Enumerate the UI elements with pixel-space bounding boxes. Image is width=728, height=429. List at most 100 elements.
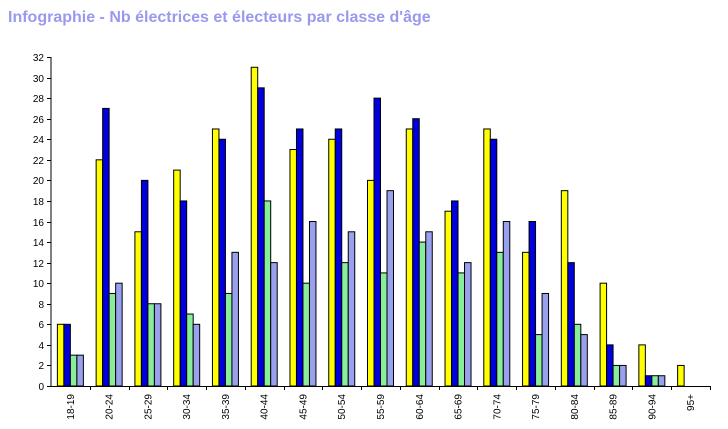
x-tick-label: 55-59 bbox=[376, 394, 387, 420]
bar bbox=[134, 231, 142, 387]
bar bbox=[328, 138, 336, 387]
bars bbox=[56, 66, 685, 387]
x-tick-label: 50-54 bbox=[337, 394, 348, 420]
x-tick-label: 85-89 bbox=[609, 394, 620, 420]
bar bbox=[147, 303, 155, 387]
bar bbox=[173, 169, 181, 387]
bar bbox=[56, 323, 65, 387]
bar bbox=[341, 262, 349, 387]
x-tick-label: 90-94 bbox=[647, 394, 658, 420]
bar bbox=[270, 262, 278, 387]
bar bbox=[224, 292, 233, 387]
x-tick-label: 30-34 bbox=[182, 394, 193, 420]
x-axis: 18-19 20-24 25-29 30-34 35-39 40-44 45-49 50-54… bbox=[51, 386, 711, 420]
x-tick-label: 80-84 bbox=[570, 394, 581, 420]
y-tick-label: 16 bbox=[33, 218, 45, 229]
bar bbox=[535, 334, 543, 387]
bar bbox=[483, 128, 491, 387]
bar bbox=[522, 251, 530, 387]
bar bbox=[380, 272, 388, 387]
bar bbox=[95, 159, 104, 387]
bar bbox=[412, 118, 420, 387]
y-tick-label: 32 bbox=[33, 53, 45, 64]
bar bbox=[418, 241, 427, 387]
bar bbox=[257, 87, 265, 387]
x-tick-label: 18-19 bbox=[66, 394, 77, 420]
bar bbox=[347, 231, 356, 387]
bar bbox=[502, 221, 511, 387]
y-tick-label: 8 bbox=[38, 300, 44, 311]
bar bbox=[573, 323, 582, 387]
y-tick-label: 14 bbox=[33, 238, 45, 249]
bar bbox=[250, 66, 259, 387]
bar bbox=[186, 313, 194, 387]
y-tick-label: 18 bbox=[33, 197, 45, 208]
bar bbox=[102, 107, 110, 387]
bar bbox=[263, 200, 272, 387]
y-tick-label: 24 bbox=[33, 135, 45, 146]
y-tick-label: 10 bbox=[33, 279, 45, 290]
chart-title: Infographie - Nb électrices et électeurs… bbox=[8, 9, 431, 26]
bar bbox=[289, 149, 297, 387]
bar bbox=[528, 221, 537, 387]
bar bbox=[457, 272, 466, 387]
bar bbox=[489, 138, 498, 387]
bar bbox=[677, 364, 685, 387]
bar bbox=[599, 282, 608, 387]
bar bbox=[405, 128, 414, 387]
y-tick-label: 2 bbox=[38, 361, 44, 372]
bar bbox=[140, 179, 149, 387]
bar bbox=[308, 221, 317, 387]
bar bbox=[638, 344, 646, 387]
x-tick-label: 70-74 bbox=[492, 394, 503, 420]
bar bbox=[218, 138, 226, 387]
bar bbox=[464, 262, 472, 387]
y-tick-label: 30 bbox=[33, 74, 45, 85]
x-tick-label: 60-64 bbox=[415, 394, 426, 420]
bar bbox=[619, 364, 627, 387]
bar bbox=[444, 210, 453, 387]
bar bbox=[496, 251, 504, 387]
y-tick-label: 28 bbox=[33, 94, 45, 105]
bar bbox=[657, 375, 666, 387]
bar bbox=[76, 354, 84, 387]
x-tick-label: 40-44 bbox=[260, 394, 271, 420]
bar bbox=[192, 323, 201, 387]
bar bbox=[231, 251, 239, 387]
y-tick-label: 20 bbox=[33, 176, 45, 187]
bar bbox=[63, 323, 71, 387]
bar bbox=[580, 334, 588, 387]
bar bbox=[69, 354, 78, 387]
bar bbox=[295, 128, 304, 387]
y-tick-label: 22 bbox=[33, 156, 45, 167]
bar bbox=[153, 303, 162, 387]
y-tick-label: 4 bbox=[38, 341, 44, 352]
bar bbox=[211, 128, 220, 387]
bar bbox=[606, 344, 614, 387]
y-tick-label: 26 bbox=[33, 115, 45, 126]
bar bbox=[108, 292, 117, 387]
bar bbox=[567, 262, 575, 387]
bar bbox=[302, 282, 310, 387]
x-tick-label: 95+ bbox=[686, 394, 697, 411]
bar bbox=[179, 200, 188, 387]
bar bbox=[425, 231, 433, 387]
x-tick-label: 75-79 bbox=[531, 394, 542, 420]
bar bbox=[612, 364, 621, 387]
x-tick-label: 35-39 bbox=[221, 394, 232, 420]
y-tick-label: 6 bbox=[38, 320, 44, 331]
x-tick-label: 65-69 bbox=[454, 394, 465, 420]
x-tick-label: 20-24 bbox=[105, 394, 116, 420]
bar bbox=[367, 179, 375, 387]
y-tick-label: 0 bbox=[38, 382, 44, 393]
y-tick-label: 12 bbox=[33, 259, 45, 270]
bar bbox=[644, 375, 653, 387]
bar bbox=[560, 190, 569, 387]
bar bbox=[115, 282, 123, 387]
bar bbox=[451, 200, 459, 387]
x-tick-label: 45-49 bbox=[298, 394, 309, 420]
bar bbox=[373, 97, 381, 387]
bar bbox=[651, 375, 659, 387]
